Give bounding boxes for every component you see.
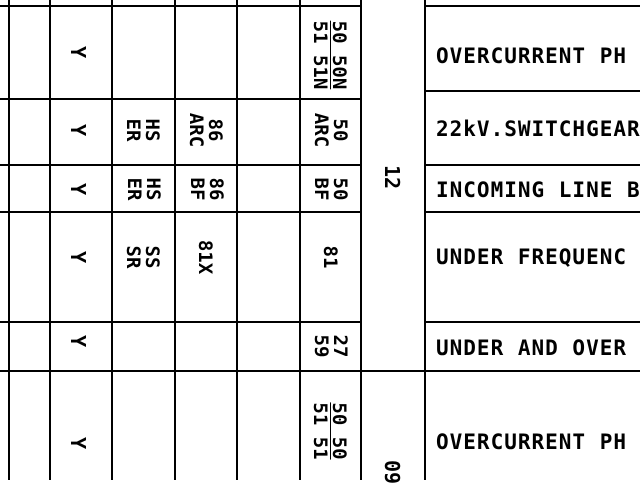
code-cell: 86 ARC (185, 112, 226, 148)
flag-cell: Y (66, 250, 90, 264)
grid-line (424, 211, 640, 213)
flag-cell: Y (66, 123, 90, 137)
grid-line (424, 164, 640, 166)
code-cell: 27 59 (310, 334, 351, 358)
code-cell: 86 BF (186, 177, 227, 201)
grid-line (0, 321, 362, 323)
grid-line (174, 0, 176, 480)
flag-cell: Y (66, 334, 90, 348)
code-cell: SS SR (122, 245, 163, 269)
grid-line (424, 5, 640, 7)
row-description: OVERCURRENT PH (436, 430, 628, 454)
flag-cell: Y (66, 45, 90, 59)
code-cell: 50 50N 51 51N (309, 20, 350, 90)
flag-cell: Y (66, 182, 90, 196)
grid-line (360, 0, 362, 480)
grid-line (0, 98, 362, 100)
flag-cell: Y (66, 436, 90, 450)
grid-line (0, 5, 362, 7)
row-description: INCOMING LINE BF (436, 178, 640, 202)
group-number: 09 (380, 459, 405, 485)
grid-line (111, 0, 113, 480)
code-cell: 50 50 51 51 (309, 402, 350, 460)
grid-line (0, 164, 362, 166)
code-cell: 81X (194, 239, 217, 275)
grid-line (8, 0, 10, 480)
code-cell: HS ER (122, 118, 163, 142)
group-number: 12 (380, 164, 405, 190)
code-cell: 81 (319, 245, 342, 269)
code-cell: 50 BF (310, 177, 351, 201)
code-cell: 50 ARC (310, 112, 351, 148)
row-description: UNDER AND OVER (436, 336, 628, 360)
row-description: UNDER FREQUENC (436, 245, 628, 269)
row-description: OVERCURRENT PH (436, 44, 628, 68)
grid-line (299, 0, 301, 480)
grid-line (0, 370, 640, 372)
code-cell: HS ER (123, 177, 164, 201)
grid-line (49, 0, 51, 480)
grid-line (424, 321, 640, 323)
grid-line (0, 211, 362, 213)
row-description: 22kV.SWITCHGEAR (436, 117, 640, 141)
grid-line (424, 90, 640, 92)
grid-line (424, 0, 426, 480)
grid-line (236, 0, 238, 480)
